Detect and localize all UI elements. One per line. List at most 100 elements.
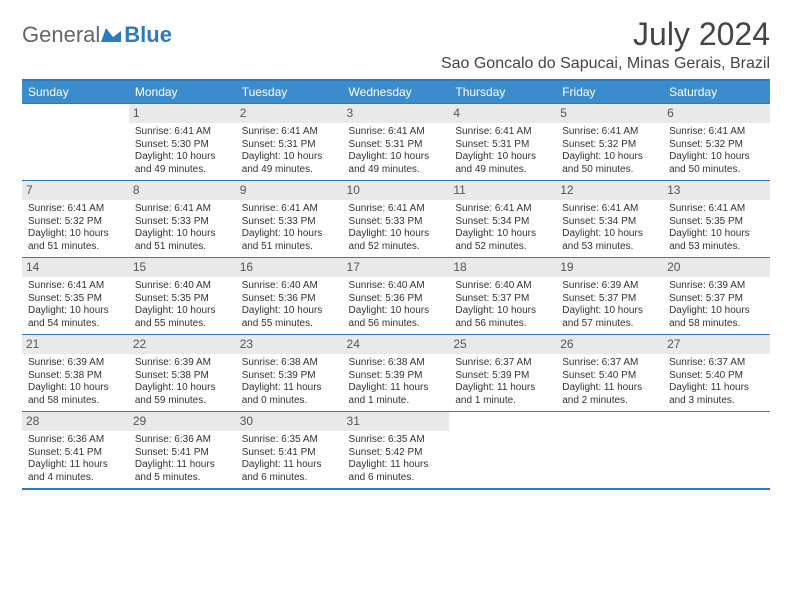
calendar-day-cell: 18 Sunrise: 6:40 AMSunset: 5:37 PMDayligh… (449, 258, 556, 335)
location-text: Sao Goncalo do Sapucai, Minas Gerais, Br… (22, 55, 770, 73)
day-number: 14 (22, 258, 129, 277)
logo-icon (101, 22, 121, 48)
day-number: 25 (449, 335, 556, 354)
day-info: Sunrise: 6:38 AMSunset: 5:39 PMDaylight:… (347, 357, 446, 407)
day-info: Sunrise: 6:36 AMSunset: 5:41 PMDaylight:… (133, 434, 232, 484)
day-info: Sunrise: 6:39 AMSunset: 5:38 PMDaylight:… (133, 357, 232, 407)
calendar-day-cell: 23 Sunrise: 6:38 AMSunset: 5:39 PMDayligh… (236, 335, 343, 412)
day-info: Sunrise: 6:35 AMSunset: 5:41 PMDaylight:… (240, 434, 339, 484)
calendar-day-cell: 11 Sunrise: 6:41 AMSunset: 5:34 PMDayligh… (449, 181, 556, 258)
calendar-day-cell: 17 Sunrise: 6:40 AMSunset: 5:36 PMDayligh… (343, 258, 450, 335)
day-number: 12 (556, 181, 663, 200)
calendar-day-cell: 5Sunrise: 6:41 AMSunset: 5:32 PMDaylight… (556, 104, 663, 181)
day-number: 26 (556, 335, 663, 354)
calendar-day-cell: 8 Sunrise: 6:41 AMSunset: 5:33 PMDaylight… (129, 181, 236, 258)
day-number: 29 (129, 412, 236, 431)
day-number: 13 (663, 181, 770, 200)
day-info: Sunrise: 6:41 AMSunset: 5:32 PMDaylight:… (26, 203, 125, 253)
calendar-week-row: 14Sunrise: 6:41 AMSunset: 5:35 PMDayligh… (22, 258, 770, 335)
weekday-header: Thursday (449, 80, 556, 104)
logo-text-1: General (22, 22, 100, 48)
calendar-day-cell: 16Sunrise: 6:40 AMSunset: 5:36 PMDayligh… (236, 258, 343, 335)
day-number: 2 (236, 104, 343, 123)
day-info: Sunrise: 6:41 AMSunset: 5:34 PMDaylight:… (560, 203, 659, 253)
day-info: Sunrise: 6:36 AMSunset: 5:41 PMDaylight:… (26, 434, 125, 484)
day-number: 31 (343, 412, 450, 431)
calendar-day-cell: 9Sunrise: 6:41 AMSunset: 5:33 PMDaylight… (236, 181, 343, 258)
calendar-body: .1Sunrise: 6:41 AMSunset: 5:30 PMDayligh… (22, 104, 770, 490)
day-number: 21 (22, 335, 129, 354)
day-number: 23 (236, 335, 343, 354)
calendar-day-cell: 24 Sunrise: 6:38 AMSunset: 5:39 PMDayligh… (343, 335, 450, 412)
day-number: 5 (556, 104, 663, 123)
calendar-day-cell: . (22, 104, 129, 181)
day-number: 10 (343, 181, 450, 200)
day-info: Sunrise: 6:37 AMSunset: 5:39 PMDaylight:… (453, 357, 552, 407)
day-info: Sunrise: 6:41 AMSunset: 5:33 PMDaylight:… (133, 203, 232, 253)
calendar-day-cell: 15Sunrise: 6:40 AMSunset: 5:35 PMDayligh… (129, 258, 236, 335)
calendar-day-cell: 4Sunrise: 6:41 AMSunset: 5:31 PMDaylight… (449, 104, 556, 181)
calendar-day-cell: 25 Sunrise: 6:37 AMSunset: 5:39 PMDayligh… (449, 335, 556, 412)
calendar-day-cell: 31 Sunrise: 6:35 AMSunset: 5:42 PMDayligh… (343, 412, 450, 490)
day-number: 9 (236, 181, 343, 200)
weekday-header: Monday (129, 80, 236, 104)
day-info: Sunrise: 6:41 AMSunset: 5:31 PMDaylight:… (453, 126, 552, 176)
day-info: Sunrise: 6:37 AMSunset: 5:40 PMDaylight:… (560, 357, 659, 407)
day-number: 17 (343, 258, 450, 277)
day-number: 1 (129, 104, 236, 123)
day-info: Sunrise: 6:41 AMSunset: 5:34 PMDaylight:… (453, 203, 552, 253)
day-info: Sunrise: 6:40 AMSunset: 5:37 PMDaylight:… (453, 280, 552, 330)
day-info: Sunrise: 6:41 AMSunset: 5:32 PMDaylight:… (667, 126, 766, 176)
weekday-header-row: SundayMondayTuesdayWednesdayThursdayFrid… (22, 80, 770, 104)
day-info: Sunrise: 6:41 AMSunset: 5:35 PMDaylight:… (667, 203, 766, 253)
day-info: Sunrise: 6:41 AMSunset: 5:33 PMDaylight:… (347, 203, 446, 253)
day-info: Sunrise: 6:39 AMSunset: 5:37 PMDaylight:… (667, 280, 766, 330)
calendar-day-cell: 3 Sunrise: 6:41 AMSunset: 5:31 PMDaylight… (343, 104, 450, 181)
day-number: 8 (129, 181, 236, 200)
calendar-week-row: 7 Sunrise: 6:41 AMSunset: 5:32 PMDaylight… (22, 181, 770, 258)
calendar-day-cell: 19Sunrise: 6:39 AMSunset: 5:37 PMDayligh… (556, 258, 663, 335)
day-number: 6 (663, 104, 770, 123)
day-number: 24 (343, 335, 450, 354)
calendar-day-cell: 21 Sunrise: 6:39 AMSunset: 5:38 PMDayligh… (22, 335, 129, 412)
calendar-week-row: .1 Sunrise: 6:41 AMSunset: 5:30 PMDayligh… (22, 104, 770, 181)
day-number: 3 (343, 104, 450, 123)
calendar-day-cell: 13 Sunrise: 6:41 AMSunset: 5:35 PMDayligh… (663, 181, 770, 258)
calendar-day-cell: 28Sunrise: 6:36 AMSunset: 5:41 PMDayligh… (22, 412, 129, 490)
calendar-day-cell: . (449, 412, 556, 490)
calendar-day-cell: 1 Sunrise: 6:41 AMSunset: 5:30 PMDaylight… (129, 104, 236, 181)
day-info: Sunrise: 6:40 AMSunset: 5:35 PMDaylight:… (133, 280, 232, 330)
day-number: 30 (236, 412, 343, 431)
day-number: 18 (449, 258, 556, 277)
day-info: Sunrise: 6:35 AMSunset: 5:42 PMDaylight:… (347, 434, 446, 484)
weekday-header: Friday (556, 80, 663, 104)
calendar-day-cell: . (663, 412, 770, 490)
logo-text-2: Blue (124, 22, 172, 48)
calendar-day-cell: 30 Sunrise: 6:35 AMSunset: 5:41 PMDayligh… (236, 412, 343, 490)
day-number: 20 (663, 258, 770, 277)
day-info: Sunrise: 6:40 AMSunset: 5:36 PMDaylight:… (347, 280, 446, 330)
month-title: July 2024 (633, 16, 770, 53)
calendar-day-cell: 20 Sunrise: 6:39 AMSunset: 5:37 PMDayligh… (663, 258, 770, 335)
day-number: 7 (22, 181, 129, 200)
weekday-header: Tuesday (236, 80, 343, 104)
weekday-header: Wednesday (343, 80, 450, 104)
calendar-day-cell: 2Sunrise: 6:41 AMSunset: 5:31 PMDaylight… (236, 104, 343, 181)
calendar-day-cell: 6 Sunrise: 6:41 AMSunset: 5:32 PMDaylight… (663, 104, 770, 181)
day-number: 11 (449, 181, 556, 200)
day-info: Sunrise: 6:41 AMSunset: 5:30 PMDaylight:… (133, 126, 232, 176)
calendar-day-cell: 22 Sunrise: 6:39 AMSunset: 5:38 PMDayligh… (129, 335, 236, 412)
calendar-table: SundayMondayTuesdayWednesdayThursdayFrid… (22, 79, 770, 490)
calendar-day-cell: . (556, 412, 663, 490)
day-info: Sunrise: 6:38 AMSunset: 5:39 PMDaylight:… (240, 357, 339, 407)
day-info: Sunrise: 6:39 AMSunset: 5:38 PMDaylight:… (26, 357, 125, 407)
weekday-header: Saturday (663, 80, 770, 104)
logo: General Blue (22, 16, 172, 48)
calendar-day-cell: 29 Sunrise: 6:36 AMSunset: 5:41 PMDayligh… (129, 412, 236, 490)
day-info: Sunrise: 6:41 AMSunset: 5:31 PMDaylight:… (347, 126, 446, 176)
calendar-day-cell: 10 Sunrise: 6:41 AMSunset: 5:33 PMDayligh… (343, 181, 450, 258)
calendar-day-cell: 14Sunrise: 6:41 AMSunset: 5:35 PMDayligh… (22, 258, 129, 335)
calendar-week-row: 21Sunrise: 6:39 AMSunset: 5:38 PMDayligh… (22, 335, 770, 412)
day-number: 22 (129, 335, 236, 354)
weekday-header: Sunday (22, 80, 129, 104)
